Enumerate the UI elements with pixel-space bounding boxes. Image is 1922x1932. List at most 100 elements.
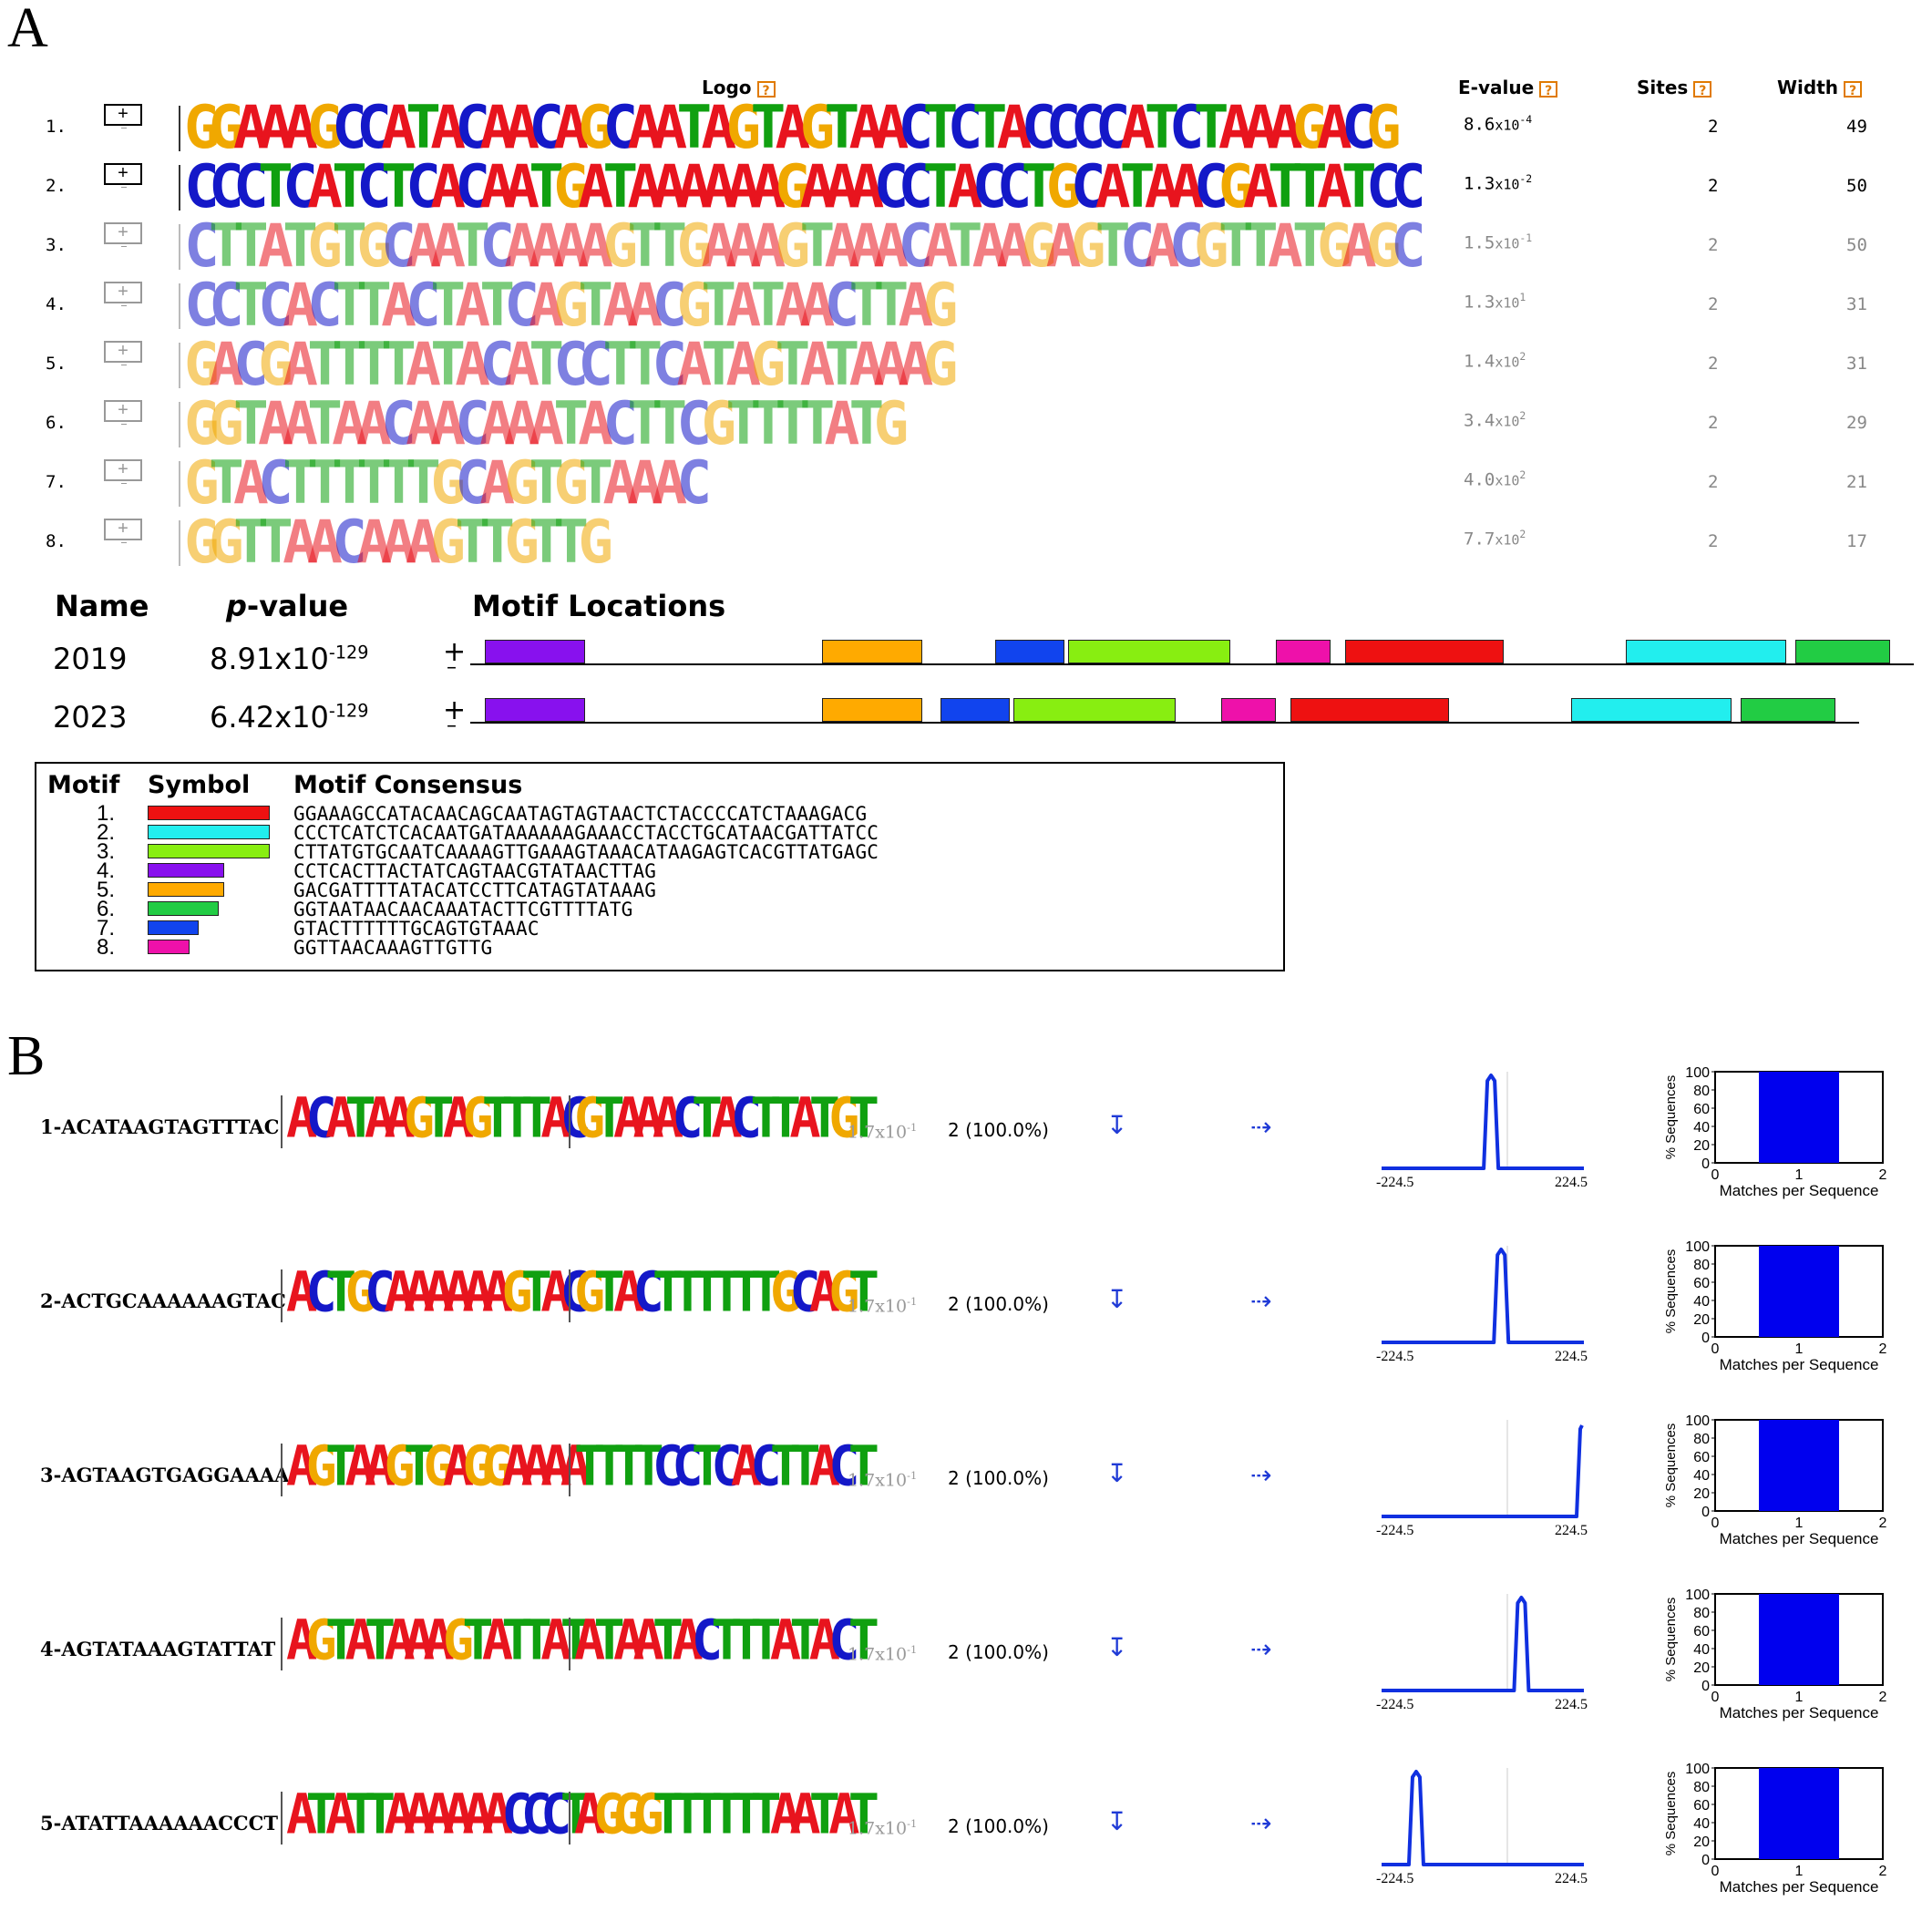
logo-letter: A: [481, 1607, 513, 1673]
motif-sites: 2: [1708, 294, 1719, 314]
download-icon[interactable]: ↧: [1106, 1458, 1128, 1488]
motif-site-block[interactable]: [822, 640, 922, 663]
motif-site-block[interactable]: [1068, 640, 1230, 663]
logo-letter: T: [520, 1084, 552, 1151]
logo-letter: C: [652, 271, 687, 341]
motif-row: 7. + GTACTTTTTTGCAGTGTAAAC 4.0x102 2 21: [0, 448, 1922, 519]
arrow-link-icon[interactable]: ⇢: [1250, 1460, 1272, 1490]
motif-evalue: 1.5x10-1: [1464, 231, 1533, 253]
logo-letter: A: [553, 211, 589, 282]
logo-letter: C: [632, 1259, 663, 1325]
arrow-link-icon[interactable]: ⇢: [1250, 1112, 1272, 1142]
logo-letter: T: [283, 448, 318, 519]
motif-site-block[interactable]: [1626, 640, 1786, 663]
logo-letter: T: [406, 93, 441, 163]
expand-button[interactable]: +: [104, 459, 142, 481]
motif-sites: 2: [1708, 176, 1719, 196]
expand-button[interactable]: +: [104, 341, 142, 363]
expand-button[interactable]: +: [104, 163, 142, 185]
logo-letter: T: [233, 508, 269, 578]
expand-button[interactable]: +: [104, 104, 142, 126]
logo-letter: T: [922, 152, 959, 222]
logo-letter: T: [1144, 93, 1180, 163]
logo-letter: C: [455, 93, 490, 163]
motif-site-block[interactable]: [1276, 640, 1331, 663]
logo-letter: A: [769, 1781, 801, 1847]
motif-site-block[interactable]: [940, 698, 1010, 722]
help-icon[interactable]: ?: [1693, 80, 1712, 98]
arrow-link-icon[interactable]: ⇢: [1250, 1634, 1272, 1664]
arrow-link-icon[interactable]: ⇢: [1250, 1808, 1272, 1838]
logo-letter: A: [332, 389, 367, 459]
logo-letter: A: [283, 508, 318, 578]
download-icon[interactable]: ↧: [1106, 1632, 1128, 1662]
x-max-label: 224.5: [1555, 1349, 1588, 1364]
arrow-link-icon[interactable]: ⇢: [1250, 1286, 1272, 1316]
motif-site-block[interactable]: [1290, 698, 1449, 722]
help-icon[interactable]: ?: [756, 80, 776, 98]
motif-site-block[interactable]: [1795, 640, 1890, 663]
logo-letter: C: [672, 1084, 703, 1151]
logo-letter: T: [209, 448, 244, 519]
logo-letter: T: [1095, 211, 1131, 282]
logo-letter: T: [730, 1781, 762, 1847]
logo-letter: T: [520, 1259, 552, 1325]
logo-letter: C: [711, 1433, 742, 1499]
y-tick-label: 0: [1701, 1331, 1710, 1346]
logo-letter: T: [332, 271, 367, 341]
motif-site-block[interactable]: [1013, 698, 1176, 722]
motif-site-block[interactable]: [485, 640, 585, 663]
x-axis-label: Matches per Sequence: [1720, 1356, 1879, 1373]
logo-letter: G: [602, 211, 638, 282]
y-tick-label: 80: [1693, 1084, 1710, 1099]
motif-site-block[interactable]: [822, 698, 922, 722]
site-probability-line: [1382, 1596, 1584, 1692]
logo-letter: A: [283, 389, 318, 459]
logo-letter: A: [501, 1433, 532, 1499]
logo-y-axis: [179, 224, 190, 270]
motif-sites: 2: [1708, 235, 1719, 255]
logo-letter: T: [593, 1084, 624, 1151]
logo-letter: A: [479, 152, 515, 222]
expand-button[interactable]: +: [104, 222, 142, 244]
y-tick-label: 40: [1693, 1816, 1710, 1832]
motif-site-block[interactable]: [485, 698, 585, 722]
logo-letter: A: [529, 271, 564, 341]
help-icon[interactable]: ?: [1844, 80, 1863, 98]
logo-letter: C: [1119, 211, 1156, 282]
download-icon[interactable]: ↧: [1106, 1806, 1128, 1836]
logo-letter: A: [922, 211, 959, 282]
motif-site-block[interactable]: [1345, 640, 1504, 663]
expand-button[interactable]: +: [104, 282, 142, 303]
site-probability-line: [1382, 1770, 1584, 1866]
legend-motif-number: 6.: [97, 897, 116, 921]
logo-letter: T: [799, 389, 835, 459]
logo-letter: A: [209, 330, 244, 400]
logo-letter: A: [356, 389, 392, 459]
motif-site-block[interactable]: [1221, 698, 1276, 722]
expand-button[interactable]: +: [104, 400, 142, 422]
sequence-name: 2019: [53, 642, 128, 676]
logo-y-axis: [179, 283, 190, 329]
logo-letter: T: [332, 330, 367, 400]
help-icon[interactable]: ?: [1539, 80, 1558, 98]
y-tick-label: 0: [1701, 1679, 1710, 1694]
logo-letter: A: [481, 1259, 513, 1325]
legend-motif-number: 8.: [97, 935, 116, 960]
motif-site-block[interactable]: [995, 640, 1064, 663]
x-min-label: -224.5: [1376, 1871, 1413, 1886]
legend-consensus: CCTCACTTACTATCAGTAACGTATAACTTAG: [293, 860, 657, 882]
motif-site-block[interactable]: [1571, 698, 1732, 722]
motif-site-block[interactable]: [1741, 698, 1835, 722]
logo-letter: A: [627, 93, 663, 163]
motif-row: 1. + GGAAAGCCATACAACAGCAATAGTAGTAACTCTACCC…: [0, 98, 1922, 158]
logo-letter: T: [711, 1781, 742, 1847]
logo-letter: A: [283, 93, 318, 163]
expand-button[interactable]: +: [104, 519, 142, 540]
download-icon[interactable]: ↧: [1106, 1110, 1128, 1140]
download-icon[interactable]: ↧: [1106, 1284, 1128, 1314]
x-tick-label: 2: [1879, 1516, 1887, 1531]
logo-letter: G: [553, 448, 589, 519]
logo-letter: G: [184, 93, 220, 163]
logo-letter: A: [233, 93, 269, 163]
